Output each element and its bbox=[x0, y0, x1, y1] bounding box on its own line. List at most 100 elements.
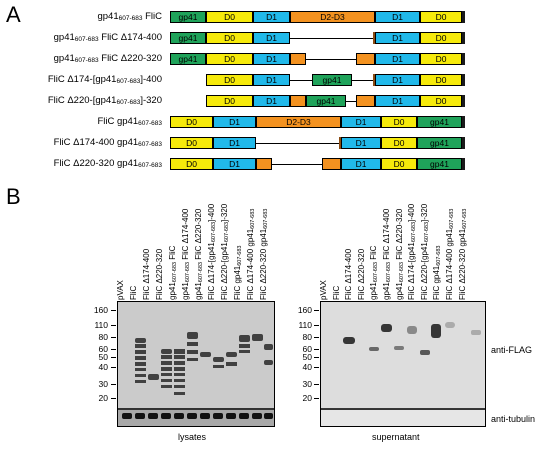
mw-marker-label: 40 bbox=[302, 362, 312, 372]
mw-marker-tick bbox=[314, 349, 319, 350]
d1-domain: D1 bbox=[253, 53, 290, 65]
deletion-linker bbox=[352, 80, 373, 81]
mw-marker-tick bbox=[111, 325, 116, 326]
construct-diagram-7: D0 D1 D1 D0 gp41 bbox=[170, 137, 465, 149]
gp41-domain: gp41 bbox=[170, 11, 206, 23]
lane-label: FliC Δ220-320 bbox=[356, 248, 366, 300]
mw-marker-tick bbox=[314, 310, 319, 311]
mw-marker-label: 80 bbox=[302, 332, 312, 342]
d0-domain: D0 bbox=[420, 74, 462, 86]
mw-marker-label: 50 bbox=[302, 352, 312, 362]
gp41-domain: gp41 bbox=[312, 74, 352, 86]
d1-domain: D1 bbox=[253, 11, 290, 23]
anti-flag-label: anti-FLAG bbox=[491, 345, 533, 355]
mw-marker-label: 40 bbox=[98, 362, 108, 372]
lane-label: FliC gp41607-683 bbox=[432, 245, 443, 300]
d1-domain: D1 bbox=[253, 32, 290, 44]
d0-domain: D0 bbox=[420, 32, 462, 44]
d0-domain: D0 bbox=[206, 32, 253, 44]
mw-marker-tick bbox=[111, 367, 116, 368]
d2-d3-fragment bbox=[356, 95, 375, 107]
mw-marker-tick bbox=[111, 398, 116, 399]
mw-marker-tick bbox=[314, 398, 319, 399]
d1-domain: D1 bbox=[213, 137, 256, 149]
lane-label: FliC bbox=[331, 285, 341, 300]
lane-label: FliC Δ174-400 gp41607-683 bbox=[445, 208, 455, 300]
mw-marker-label: 30 bbox=[302, 379, 312, 389]
mw-marker-label: 50 bbox=[98, 352, 108, 362]
d0-domain: D0 bbox=[381, 116, 417, 128]
d1-domain: D1 bbox=[375, 74, 420, 86]
lane-label: FliC Δ174-400 bbox=[142, 248, 151, 300]
lane-label: gp41607-683 FliC bbox=[369, 245, 380, 300]
construct-label: FliC Δ220-320 gp41607-683 bbox=[53, 158, 162, 169]
lane-label: FliC Δ174-400 gp41607-683 bbox=[246, 208, 256, 300]
construct-label: gp41607-683 FliC Δ220-320 bbox=[53, 53, 162, 64]
junction-marker bbox=[373, 74, 375, 86]
lysates-caption: lysates bbox=[178, 432, 207, 442]
lane-label: FliC Δ220-[gp41607-683]-320 bbox=[220, 203, 230, 300]
panel-letter-b: B bbox=[6, 184, 21, 209]
d2-d3-fragment bbox=[356, 53, 375, 65]
gp41-domain: gp41 bbox=[170, 32, 206, 44]
d1-domain: D1 bbox=[341, 158, 381, 170]
mw-marker-tick bbox=[314, 357, 319, 358]
d2-d3-domain: D2-D3 bbox=[256, 116, 341, 128]
lane-label: FliC Δ220-[gp41607-683]-320 bbox=[419, 203, 430, 300]
mw-marker-tick bbox=[111, 337, 116, 338]
deletion-linker bbox=[346, 101, 356, 102]
end-marker bbox=[462, 32, 465, 44]
supernatant-caption: supernatant bbox=[372, 432, 420, 442]
mw-marker-tick bbox=[314, 367, 319, 368]
d2-d3-fragment bbox=[322, 158, 341, 170]
d1-domain: D1 bbox=[213, 116, 256, 128]
construct-label: gp41607-683 FliC Δ174-400 bbox=[53, 32, 162, 43]
construct-diagram-1: gp41 D0 D1 D2-D3 D1 D0 bbox=[170, 11, 465, 23]
mw-marker-label: 110 bbox=[94, 320, 108, 330]
junction-marker bbox=[373, 32, 375, 44]
deletion-linker bbox=[290, 80, 312, 81]
mw-marker-tick bbox=[111, 384, 116, 385]
anti-tubulin-label: anti-tubulin bbox=[491, 414, 536, 424]
construct-diagram-5: D0 D1 gp41 D1 D0 bbox=[170, 95, 465, 107]
construct-label: FliC Δ220-[gp41607-683]-320 bbox=[47, 95, 162, 106]
d0-domain: D0 bbox=[206, 11, 253, 23]
mw-marker-label: 20 bbox=[302, 393, 312, 403]
mw-marker-tick bbox=[314, 384, 319, 385]
d1-domain: D1 bbox=[341, 137, 381, 149]
mw-marker-label: 30 bbox=[98, 379, 108, 389]
panel-letter-a: A bbox=[6, 2, 21, 27]
construct-diagram-3: gp41 D0 D1 D1 D0 bbox=[170, 53, 465, 65]
d1-domain: D1 bbox=[213, 158, 256, 170]
d0-domain: D0 bbox=[170, 116, 213, 128]
lane-label: FliC Δ220-320 gp41607-683 bbox=[259, 208, 269, 300]
lane-label: FliC Δ220-320 gp41607-683 bbox=[457, 208, 468, 300]
construct-label: FliC Δ174-[gp41607-683]-400 bbox=[47, 74, 162, 85]
construct-diagram-6: D0 D1 D2-D3 D1 D0 gp41 bbox=[170, 116, 465, 128]
gp41-domain: gp41 bbox=[417, 158, 462, 170]
lane-label: gp41607-683 FliC Δ174-400 bbox=[382, 208, 392, 300]
deletion-linker bbox=[306, 59, 356, 60]
mw-marker-tick bbox=[314, 325, 319, 326]
deletion-linker bbox=[290, 38, 374, 39]
deletion-linker bbox=[256, 143, 339, 144]
lane-label: FliC gp41607-683 bbox=[233, 245, 243, 300]
d2-d3-fragment bbox=[256, 158, 272, 170]
mw-marker-label: 160 bbox=[93, 305, 108, 315]
lane-label: gp41607-683 FliC bbox=[168, 245, 178, 300]
d1-domain: D1 bbox=[341, 116, 381, 128]
d1-domain: D1 bbox=[253, 95, 290, 107]
mw-marker-label: 110 bbox=[298, 320, 312, 330]
lane-label: gp41607-683 FliC Δ220-320 bbox=[194, 208, 204, 300]
d0-domain: D0 bbox=[206, 53, 253, 65]
construct-diagram-2: gp41 D0 D1 D1 D0 bbox=[170, 32, 465, 44]
d1-domain: D1 bbox=[375, 32, 420, 44]
mw-marker-label: 80 bbox=[98, 332, 108, 342]
d1-domain: D1 bbox=[375, 95, 420, 107]
d0-domain: D0 bbox=[170, 137, 213, 149]
end-marker bbox=[462, 95, 465, 107]
mw-marker-label: 60 bbox=[98, 344, 108, 354]
lane-label: FliC Δ174-[gp41607-683]-400 bbox=[407, 203, 418, 300]
supernatant-blot-image bbox=[321, 302, 485, 426]
gp41-domain: gp41 bbox=[306, 95, 346, 107]
